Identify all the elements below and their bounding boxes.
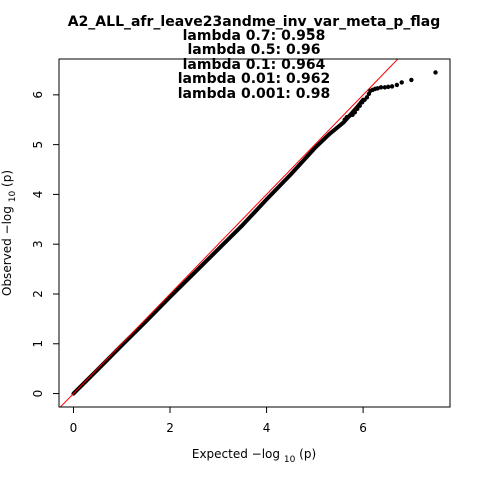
y-tick-label: 2 <box>31 290 45 298</box>
point-band <box>71 97 366 396</box>
y-tick-label: 4 <box>31 191 45 199</box>
x-axis-label: Expected −log 10 (p) <box>192 447 316 465</box>
lambda-line-2: lambda 0.5: 0.96 <box>187 42 320 58</box>
x-tick-label: 4 <box>263 421 271 435</box>
data-point <box>382 85 388 90</box>
data-point <box>433 70 438 75</box>
data-point <box>357 103 362 108</box>
x-tick-label: 6 <box>359 421 367 435</box>
data-point <box>375 86 380 91</box>
data-point <box>389 84 395 89</box>
data-point <box>386 84 391 90</box>
x-axis-label-suffix: (p) <box>299 447 316 461</box>
y-axis-label-prefix: Observed <box>0 234 14 296</box>
y-tick-label: 3 <box>31 240 45 248</box>
data-point <box>364 95 370 100</box>
x-axis: 0 2 4 6 <box>70 407 367 435</box>
plot-area <box>58 58 451 408</box>
lambda-line-1: lambda 0.7: 0.958 <box>183 28 326 44</box>
y-axis: 0 1 2 3 4 5 6 <box>31 91 59 397</box>
data-point <box>399 80 404 85</box>
y-axis-label: Observed −log 10 (p) <box>0 170 18 296</box>
lambda-line-3: lambda 0.1: 0.964 <box>183 57 326 73</box>
chart-title: A2_ALL_afr_leave23andme_inv_var_meta_p_f… <box>68 14 441 30</box>
y-tick-label: 6 <box>31 91 45 99</box>
y-axis-label-main: −log <box>0 206 14 234</box>
y-tick-label: 5 <box>31 141 45 149</box>
x-axis-label-prefix: Expected <box>192 447 252 461</box>
data-point <box>355 106 360 111</box>
lambda-line-4: lambda 0.01: 0.962 <box>178 71 331 87</box>
data-point <box>394 82 400 88</box>
y-axis-label-sub: 10 <box>8 191 18 203</box>
y-tick-label: 0 <box>31 390 45 398</box>
x-tick-label: 2 <box>166 421 174 435</box>
reference-line <box>59 59 399 407</box>
x-axis-label-sub: 10 <box>284 455 296 465</box>
data-point <box>378 85 384 90</box>
lambda-line-5: lambda 0.001: 0.98 <box>178 86 331 102</box>
x-tick-label: 0 <box>70 421 78 435</box>
plot-frame <box>58 58 451 408</box>
x-axis-label-main: −log <box>252 447 280 461</box>
y-axis-label-suffix: (p) <box>0 170 14 187</box>
data-point <box>409 77 414 83</box>
data-point <box>352 110 358 115</box>
y-tick-label: 1 <box>31 340 45 348</box>
